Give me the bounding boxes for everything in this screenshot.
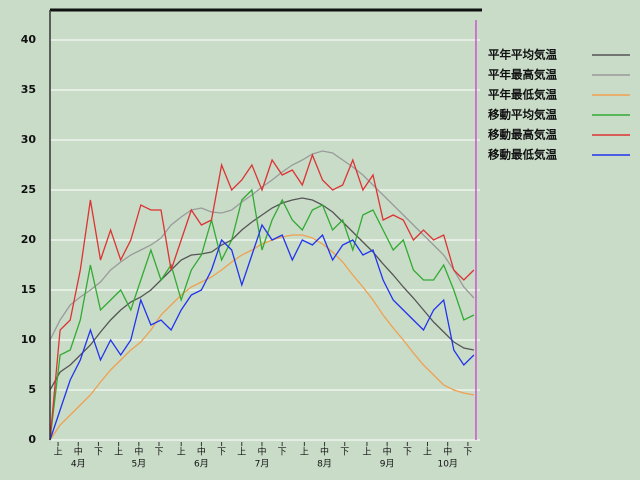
y-tick-label: 15 [21, 283, 36, 296]
month-label: 10月 [437, 459, 457, 470]
x-tick-label: 上 [177, 447, 186, 458]
x-tick-label: 下 [340, 448, 349, 458]
x-tick-label: 下 [217, 448, 226, 458]
y-tick-label: 25 [21, 183, 36, 196]
legend-label: 平年最低気温 [488, 88, 557, 102]
y-tick-label: 20 [21, 233, 37, 246]
legend-label: 移動最低気温 [488, 148, 557, 162]
plot-area [49, 20, 477, 441]
x-tick-label: 中 [443, 446, 452, 458]
x-tick-label: 下 [403, 448, 412, 458]
x-tick-label: 下 [463, 448, 472, 458]
y-tick-label: 10 [21, 333, 37, 346]
series-line [49, 188, 475, 441]
grid [50, 39, 480, 441]
x-tick-label: 中 [197, 446, 206, 458]
x-tick-label: 上 [423, 447, 432, 458]
series-line [49, 234, 475, 441]
series-line [49, 150, 475, 341]
x-tick-label: 中 [74, 446, 83, 458]
month-label: 8月 [317, 459, 332, 470]
x-tick-label: 下 [94, 448, 103, 458]
month-label: 6月 [194, 459, 209, 470]
y-tick-label: 40 [21, 33, 37, 46]
x-tick-label: 上 [54, 447, 63, 458]
month-label: 7月 [255, 459, 270, 470]
x-tick-label: 中 [383, 446, 392, 458]
month-label: 4月 [71, 459, 86, 470]
legend-label: 平年平均気温 [488, 48, 557, 62]
x-tick-label: 上 [114, 447, 123, 458]
y-tick-label: 0 [28, 433, 36, 446]
legend-label: 移動平均気温 [488, 108, 557, 122]
legend-label: 移動最高気温 [488, 128, 557, 142]
series-line [49, 223, 475, 441]
x-tick-label: 中 [257, 446, 266, 458]
x-tick-label: 下 [155, 448, 164, 458]
x-tick-label: 下 [278, 448, 287, 458]
x-tick-label: 中 [134, 446, 143, 458]
x-tick-label: 上 [362, 447, 371, 458]
series-line [49, 153, 475, 441]
legend-label: 平年最高気温 [488, 68, 557, 82]
x-tick-label: 中 [320, 446, 329, 458]
y-tick-label: 5 [28, 383, 36, 396]
series-line [49, 197, 475, 391]
x-tick-label: 上 [300, 447, 309, 458]
y-tick-label: 35 [21, 83, 36, 96]
x-tick-label: 上 [237, 447, 246, 458]
month-label: 5月 [131, 459, 146, 470]
month-label: 9月 [380, 459, 395, 470]
y-tick-label: 30 [21, 133, 37, 146]
